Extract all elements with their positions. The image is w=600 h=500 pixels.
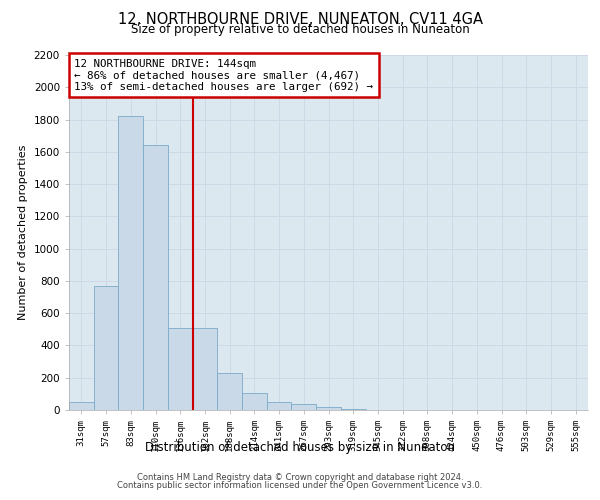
Bar <box>143 146 168 410</box>
Text: Distribution of detached houses by size in Nuneaton: Distribution of detached houses by size … <box>145 441 455 454</box>
Bar <box>193 328 217 410</box>
Bar <box>267 402 292 410</box>
Bar <box>217 373 242 410</box>
Bar <box>94 286 118 410</box>
Text: Size of property relative to detached houses in Nuneaton: Size of property relative to detached ho… <box>131 22 469 36</box>
Bar <box>168 328 193 410</box>
Bar <box>316 407 341 410</box>
Bar <box>292 404 316 410</box>
Text: Contains HM Land Registry data © Crown copyright and database right 2024.: Contains HM Land Registry data © Crown c… <box>137 472 463 482</box>
Text: Contains public sector information licensed under the Open Government Licence v3: Contains public sector information licen… <box>118 481 482 490</box>
Bar <box>242 393 267 410</box>
Text: 12, NORTHBOURNE DRIVE, NUNEATON, CV11 4GA: 12, NORTHBOURNE DRIVE, NUNEATON, CV11 4G… <box>118 12 482 28</box>
Text: 12 NORTHBOURNE DRIVE: 144sqm
← 86% of detached houses are smaller (4,467)
13% of: 12 NORTHBOURNE DRIVE: 144sqm ← 86% of de… <box>74 58 373 92</box>
Y-axis label: Number of detached properties: Number of detached properties <box>18 145 28 320</box>
Bar <box>118 116 143 410</box>
Bar <box>341 409 365 410</box>
Bar <box>69 402 94 410</box>
